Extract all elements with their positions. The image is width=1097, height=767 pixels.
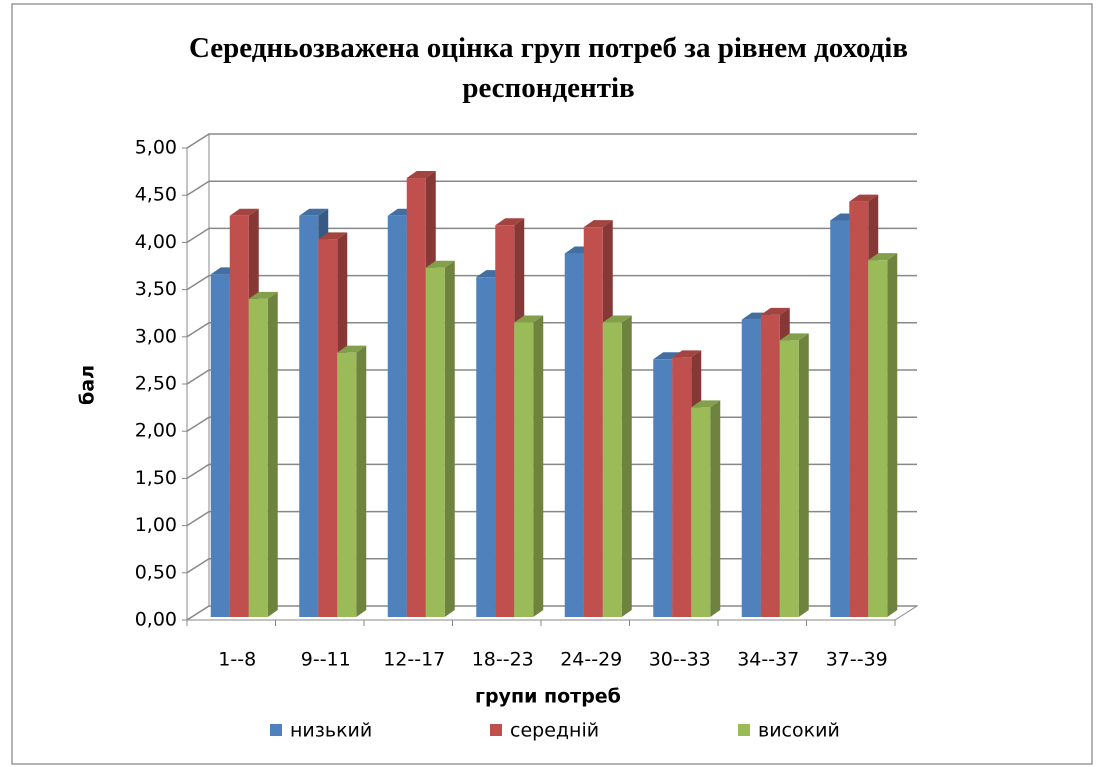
bar	[602, 322, 622, 617]
bar-side	[533, 315, 544, 617]
bar	[229, 215, 249, 618]
bar	[514, 322, 534, 617]
grid-line	[186, 180, 917, 196]
bar-top	[602, 315, 632, 323]
bar	[387, 215, 407, 618]
bar-top	[760, 307, 790, 315]
bar	[583, 227, 603, 618]
bar	[564, 253, 584, 617]
bar-side	[444, 260, 455, 617]
bar	[868, 260, 888, 617]
bar-top	[653, 352, 683, 360]
y-tick-label: 4,00	[135, 231, 177, 253]
bar-side	[798, 333, 809, 617]
bar	[248, 298, 268, 617]
bar-side	[267, 291, 278, 617]
bar-top	[779, 333, 809, 341]
bar	[476, 277, 496, 617]
grid-line	[186, 274, 917, 291]
bar	[318, 239, 338, 617]
x-tick-label: 9--11	[301, 649, 351, 671]
bar-top	[514, 315, 544, 323]
y-tick-label: 0,50	[135, 561, 177, 583]
bar	[830, 220, 850, 617]
y-tick-label: 0,00	[135, 609, 177, 631]
grid-line	[186, 227, 917, 244]
bar-top	[229, 208, 259, 216]
bar	[760, 314, 780, 617]
legend-label: низький	[290, 720, 372, 742]
bar-top	[495, 218, 525, 226]
x-axis-label: групи потреб	[475, 686, 621, 708]
bar-top	[299, 208, 329, 216]
x-tick-label: 18--23	[472, 649, 534, 671]
chart-title: Середньозважена оцінка груп потреб за рі…	[188, 32, 909, 104]
bar	[741, 319, 761, 617]
grid-line	[186, 133, 917, 149]
bar-side	[887, 253, 898, 617]
bar	[337, 352, 357, 617]
bar	[653, 359, 673, 617]
x-tick-label: 12--17	[383, 649, 445, 671]
legend-label: високий	[758, 720, 840, 742]
bar-top	[583, 220, 613, 228]
x-tick-label: 34--37	[737, 649, 799, 671]
y-tick-label: 4,50	[135, 184, 177, 206]
bar-side	[621, 315, 632, 617]
y-tick-label: 5,00	[135, 137, 177, 159]
bar-top	[849, 194, 879, 202]
frame	[11, 3, 1093, 765]
grid-line	[186, 322, 917, 338]
bar-top	[318, 232, 348, 240]
y-tick-label: 3,00	[135, 325, 177, 347]
y-tick-label: 3,50	[135, 278, 177, 300]
y-tick-label: 2,50	[135, 373, 177, 395]
bar	[425, 267, 445, 617]
legend-swatch	[490, 724, 502, 736]
y-tick-label: 1,50	[135, 467, 177, 489]
bar-top	[672, 350, 702, 358]
bar	[779, 340, 799, 617]
x-tick-label: 37--39	[826, 649, 888, 671]
bar-top	[691, 400, 721, 408]
bar-top	[868, 253, 898, 261]
legend-swatch	[270, 724, 282, 736]
bar-top	[248, 291, 278, 299]
y-tick-label: 2,00	[135, 420, 177, 442]
bar	[210, 274, 230, 617]
legend-swatch	[738, 724, 750, 736]
bar	[406, 178, 426, 618]
x-tick-label: 30--33	[649, 649, 711, 671]
bar	[849, 201, 869, 617]
bar-side	[710, 400, 721, 617]
y-tick-label: 1,00	[135, 514, 177, 536]
bar	[299, 215, 319, 618]
bar	[495, 225, 515, 618]
bar-side	[356, 345, 367, 617]
bar-top	[337, 345, 367, 353]
legend-label: середній	[510, 720, 599, 742]
y-axis-label: бал	[77, 365, 99, 405]
bar	[672, 357, 692, 617]
bar-top	[425, 260, 455, 268]
x-tick-label: 1--8	[218, 649, 256, 671]
x-tick-label: 24--29	[560, 649, 622, 671]
bar	[691, 407, 711, 617]
bar-top	[406, 171, 436, 179]
